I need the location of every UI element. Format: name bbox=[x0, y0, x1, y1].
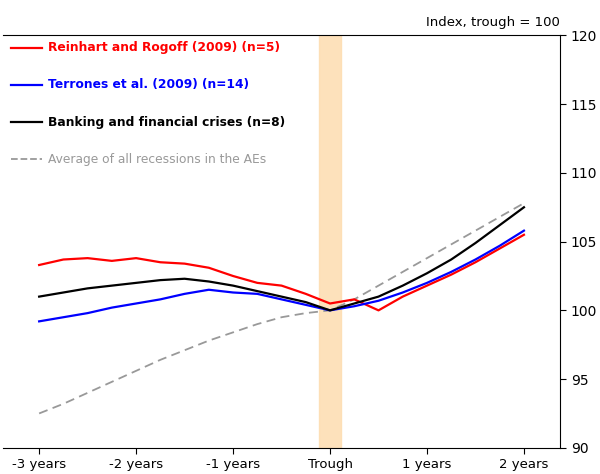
Text: Average of all recessions in the AEs: Average of all recessions in the AEs bbox=[49, 153, 267, 166]
Bar bbox=[319, 36, 341, 448]
Text: Banking and financial crises (n=8): Banking and financial crises (n=8) bbox=[49, 116, 286, 128]
Text: Terrones et al. (2009) (n=14): Terrones et al. (2009) (n=14) bbox=[49, 79, 250, 91]
Text: Reinhart and Rogoff (2009) (n=5): Reinhart and Rogoff (2009) (n=5) bbox=[49, 41, 280, 55]
Text: Index, trough = 100: Index, trough = 100 bbox=[427, 16, 560, 29]
